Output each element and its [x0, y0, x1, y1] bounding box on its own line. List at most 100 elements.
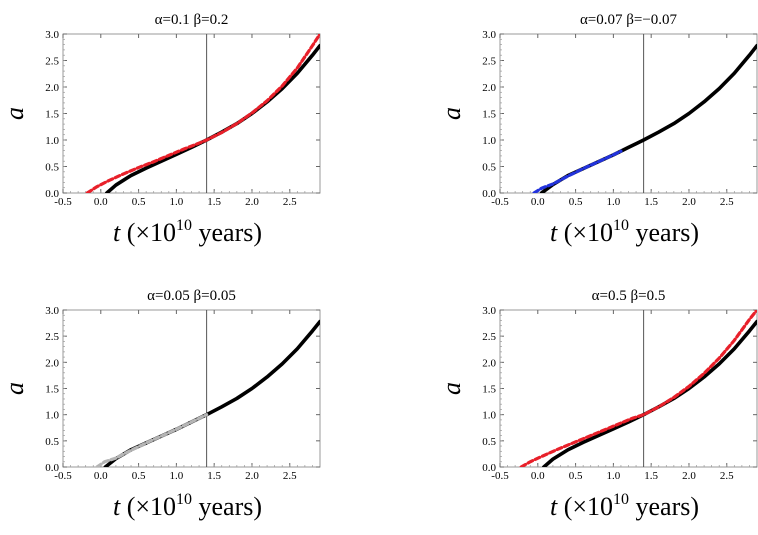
x-tick-label: -0.5 [54, 470, 72, 482]
y-tick-label: 3.0 [45, 305, 59, 317]
x-axis-label-exponent: 10 [176, 491, 192, 508]
x-tick-label: 1.5 [207, 196, 221, 208]
panel-4: α=0.5 β=0.5-0.5 0.0 0.5 1.0 1.5 2.0 2.50.00.51… [437, 288, 758, 521]
series-line-1 [542, 319, 757, 467]
y-tick-label: 2.5 [482, 56, 496, 68]
x-tick-label: 2.0 [245, 470, 259, 482]
y-tick-label: 0.0 [45, 462, 59, 474]
plot-frame [62, 33, 321, 194]
x-axis-label-var: t [113, 492, 127, 521]
x-tick-label: 0.5 [569, 196, 583, 208]
x-tick-label: -0.5 [491, 196, 509, 208]
y-tick-label: 1.5 [45, 109, 59, 121]
panel-2: α=0.07 β=−0.07-0.5 0.0 0.5 1.0 1.5 2.0 2.50.00… [437, 12, 758, 247]
y-tick-label: 1.0 [482, 410, 496, 422]
y-tick-label: 2.0 [45, 82, 59, 94]
plot-frame [499, 309, 758, 468]
x-tick-label: 0.0 [531, 196, 545, 208]
y-tick-label: 0.0 [45, 188, 59, 200]
x-axis-label: t (×1010 years) [550, 491, 699, 521]
chart-title: α=0.5 β=0.5 [592, 288, 666, 304]
x-axis-label-var: t [550, 492, 564, 521]
x-tick-label: 0.0 [531, 470, 545, 482]
y-tick-label: 0.0 [482, 462, 496, 474]
y-tick-label: 1.5 [482, 109, 496, 121]
y-tick-label: 0.5 [482, 162, 496, 174]
x-tick-label: 1.5 [644, 196, 658, 208]
x-tick-label: 2.0 [245, 196, 259, 208]
y-tick-label: 1.5 [482, 384, 496, 396]
series-line-2 [85, 34, 320, 193]
x-axis-label-exponent: 10 [613, 217, 629, 234]
y-tick-label: 2.0 [45, 357, 59, 369]
x-tick-label: 1.0 [607, 196, 621, 208]
series-line-2 [95, 413, 209, 467]
series-group [519, 310, 757, 467]
x-axis-label: t (×1010 years) [113, 491, 262, 521]
y-tick-label: 1.0 [45, 410, 59, 422]
x-axis-label-unit: (×10 [127, 492, 176, 521]
y-tick-label: 3.0 [482, 29, 496, 41]
x-tick-label: 2.5 [283, 196, 297, 208]
x-tick-label: 0.5 [132, 470, 146, 482]
chart-title: α=0.1 β=0.2 [155, 12, 229, 28]
series-line-1 [103, 319, 320, 467]
y-tick-label: 2.0 [482, 357, 496, 369]
x-axis-label-tail: years) [192, 492, 262, 521]
x-tick-label: 2.0 [682, 470, 696, 482]
x-tick-label: 1.5 [207, 470, 221, 482]
panel-3: α=0.05 β=0.05-0.5 0.0 0.5 1.0 1.5 2.0 2.50.00.… [0, 288, 321, 521]
chart-title: α=0.05 β=0.05 [147, 288, 236, 304]
y-tick-label: 2.5 [45, 331, 59, 343]
plot-frame [62, 309, 321, 468]
plot-frame [499, 33, 758, 194]
chart-title: α=0.07 β=−0.07 [580, 12, 678, 28]
x-axis-label-tail: years) [629, 492, 699, 521]
x-axis-label-unit: (×10 [564, 492, 613, 521]
series-group [85, 34, 320, 193]
y-tick-label: 0.5 [45, 162, 59, 174]
x-tick-label: 0.5 [132, 196, 146, 208]
y-axis-label: a [437, 382, 466, 395]
series-line-1 [105, 43, 320, 193]
x-tick-label: 0.5 [569, 470, 583, 482]
series-line-2 [532, 149, 623, 193]
x-tick-label: 2.5 [720, 470, 734, 482]
series-line-2 [519, 310, 757, 467]
x-axis-label-tail: years) [192, 218, 262, 247]
x-axis-label-unit: (×10 [564, 218, 613, 247]
y-tick-label: 0.5 [45, 436, 59, 448]
y-tick-label: 0.5 [482, 436, 496, 448]
series-group [95, 319, 320, 467]
x-tick-label: 0.0 [94, 196, 108, 208]
x-tick-label: 1.0 [170, 196, 184, 208]
y-tick-label: 1.5 [45, 384, 59, 396]
x-axis-label-unit: (×10 [127, 218, 176, 247]
x-tick-label: -0.5 [54, 196, 72, 208]
x-tick-label: 2.5 [720, 196, 734, 208]
y-tick-label: 2.5 [482, 331, 496, 343]
y-axis-label: a [0, 382, 29, 395]
y-axis-label: a [0, 107, 29, 120]
x-axis-label-exponent: 10 [613, 491, 629, 508]
series-group [532, 43, 757, 193]
y-tick-label: 1.0 [482, 135, 496, 147]
x-tick-label: 0.0 [94, 470, 108, 482]
y-tick-label: 3.0 [482, 305, 496, 317]
y-axis-label: a [437, 107, 466, 120]
panel-1: α=0.1 β=0.2-0.5 0.0 0.5 1.0 1.5 2.0 2.50.00.51… [0, 12, 321, 247]
x-tick-label: 2.0 [682, 196, 696, 208]
x-axis-label-exponent: 10 [176, 217, 192, 234]
x-axis-label: t (×1010 years) [113, 217, 262, 247]
x-axis-label: t (×1010 years) [550, 217, 699, 247]
y-tick-label: 3.0 [45, 29, 59, 41]
x-tick-label: -0.5 [491, 470, 509, 482]
y-tick-label: 2.5 [45, 56, 59, 68]
y-tick-label: 2.0 [482, 82, 496, 94]
y-tick-label: 0.0 [482, 188, 496, 200]
x-tick-label: 1.5 [644, 470, 658, 482]
x-tick-label: 1.0 [170, 470, 184, 482]
x-axis-label-var: t [550, 218, 564, 247]
x-axis-label-var: t [113, 218, 127, 247]
